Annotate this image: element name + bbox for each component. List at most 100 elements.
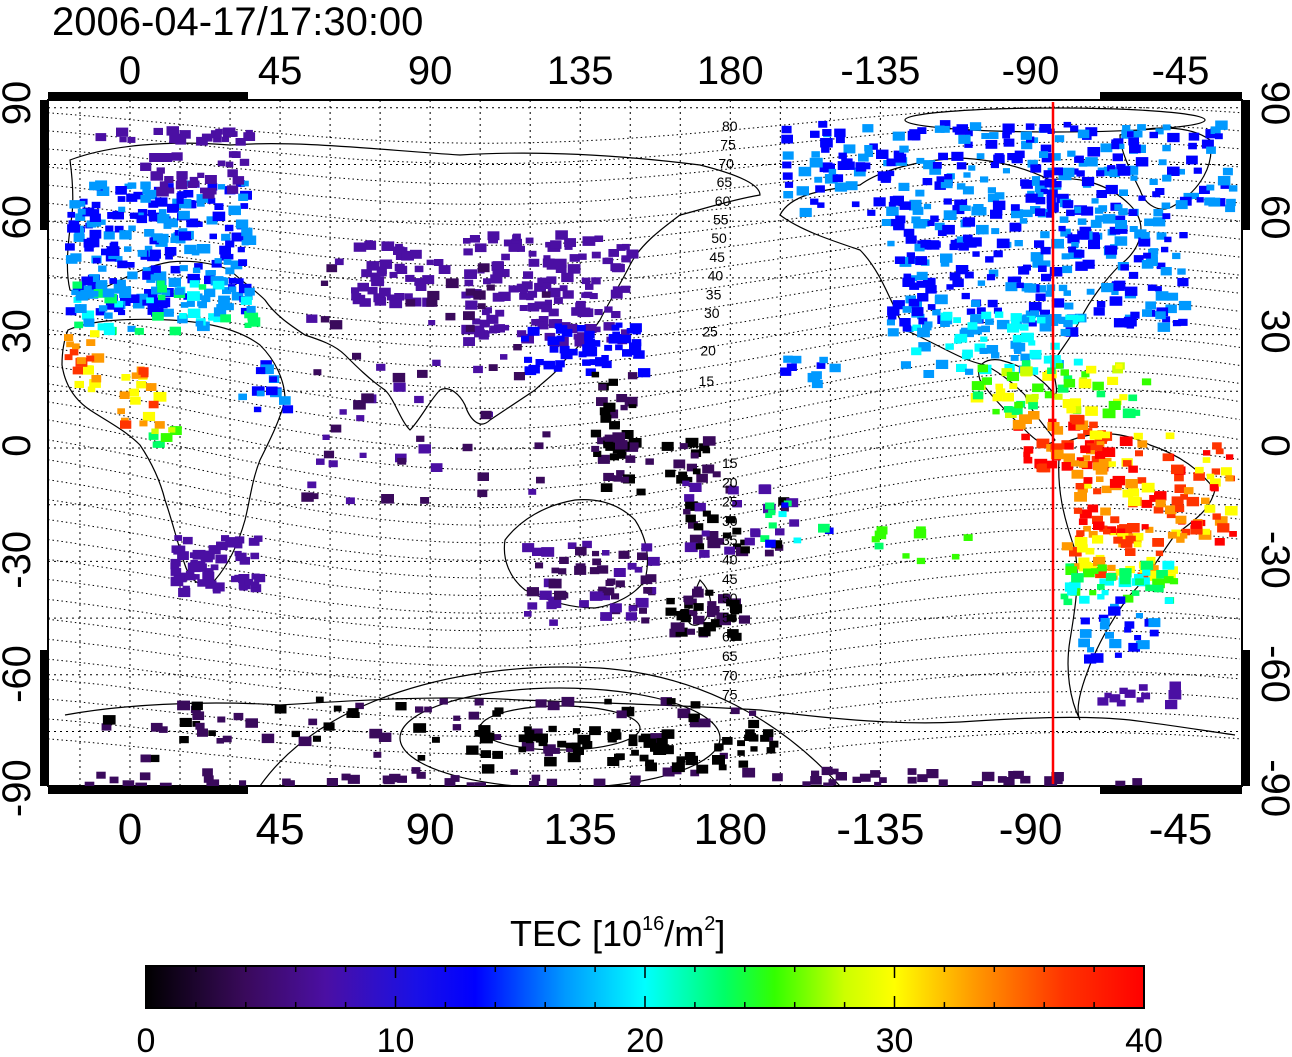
tec-patch bbox=[232, 176, 245, 185]
tec-patch bbox=[740, 539, 748, 546]
tec-patch bbox=[995, 388, 1006, 396]
tec-patch bbox=[413, 723, 427, 733]
tec-patch bbox=[971, 300, 981, 307]
tec-patch bbox=[604, 698, 612, 705]
tec-patch bbox=[526, 587, 539, 597]
tec-patch bbox=[71, 289, 79, 296]
tec-patch bbox=[386, 294, 395, 301]
tec-patch bbox=[369, 728, 383, 739]
tec-patch bbox=[615, 580, 625, 588]
tec-patch bbox=[712, 471, 721, 478]
tec-patch bbox=[1133, 255, 1144, 263]
tec-patch bbox=[766, 747, 776, 754]
tec-patch bbox=[154, 271, 167, 281]
tec-patch bbox=[495, 309, 505, 317]
tec-patch bbox=[117, 260, 128, 269]
tec-patch bbox=[196, 194, 209, 203]
tec-patch bbox=[762, 729, 774, 738]
tec-patch bbox=[1209, 478, 1221, 487]
tec-patch bbox=[899, 145, 909, 153]
tec-patch bbox=[810, 776, 822, 785]
tec-patch bbox=[781, 134, 793, 144]
tec-patch bbox=[993, 207, 1003, 214]
tec-patch bbox=[82, 207, 95, 217]
tec-patch bbox=[949, 243, 958, 251]
tec-patch bbox=[395, 254, 404, 260]
tec-patch bbox=[611, 263, 624, 273]
tec-patch bbox=[1115, 225, 1128, 234]
tec-patch bbox=[208, 270, 216, 276]
tec-patch bbox=[492, 269, 503, 277]
tec-patch bbox=[1115, 220, 1127, 229]
tec-patch bbox=[140, 162, 152, 171]
tec-patch bbox=[474, 730, 484, 737]
tec-patch bbox=[187, 308, 201, 318]
tec-patch bbox=[379, 287, 391, 297]
tec-patch bbox=[405, 274, 415, 282]
tec-patch bbox=[902, 306, 912, 313]
contour-label-north: 80 bbox=[722, 118, 738, 134]
tec-patch bbox=[719, 616, 731, 626]
colorbar-tick-label: 40 bbox=[1125, 1022, 1163, 1057]
tec-patch bbox=[151, 286, 162, 295]
tec-patch bbox=[528, 258, 540, 267]
tec-patch bbox=[838, 773, 846, 779]
tec-patch bbox=[572, 728, 581, 734]
tec-patch bbox=[834, 182, 848, 192]
tec-patch bbox=[1025, 394, 1039, 404]
tec-patch bbox=[737, 740, 745, 747]
tec-patch bbox=[925, 285, 937, 294]
tec-patch bbox=[163, 308, 174, 317]
bottom-lon-label: 135 bbox=[543, 805, 616, 854]
tec-patch bbox=[879, 777, 887, 783]
tec-patch bbox=[958, 134, 971, 144]
tec-patch bbox=[604, 344, 613, 351]
tec-patch bbox=[971, 781, 983, 786]
tec-patch bbox=[1100, 507, 1111, 516]
tec-patch bbox=[976, 307, 986, 314]
tec-patch bbox=[532, 547, 543, 556]
tec-patch bbox=[1089, 590, 1097, 596]
tec-patch bbox=[1155, 128, 1164, 135]
contour-label-south: 45 bbox=[722, 571, 738, 587]
tec-patch bbox=[742, 767, 756, 778]
tec-patch bbox=[710, 619, 722, 628]
tec-patch bbox=[981, 325, 990, 333]
contour-label-south: 35 bbox=[722, 532, 738, 548]
left-lat-label: 30 bbox=[0, 309, 39, 354]
tec-patch bbox=[737, 750, 745, 756]
tec-patch bbox=[117, 196, 126, 202]
tec-patch bbox=[414, 265, 424, 273]
tec-patch bbox=[1086, 288, 1095, 295]
tec-patch bbox=[870, 770, 881, 778]
tec-patch bbox=[765, 539, 776, 548]
tec-patch bbox=[748, 734, 759, 742]
tec-patch bbox=[781, 125, 792, 134]
tec-patch bbox=[1071, 242, 1079, 248]
tec-patch bbox=[537, 321, 549, 330]
tec-patch bbox=[822, 129, 832, 136]
tec-patch bbox=[195, 221, 203, 227]
tec-patch bbox=[582, 540, 592, 549]
tec-patch bbox=[326, 778, 338, 786]
tec-patch bbox=[1109, 639, 1122, 649]
tec-patch bbox=[750, 746, 758, 752]
tec-patch bbox=[1122, 408, 1136, 419]
tec-patch bbox=[1023, 456, 1033, 464]
tec-patch bbox=[1040, 144, 1052, 153]
tec-patch bbox=[916, 271, 928, 280]
tec-patch bbox=[167, 203, 179, 213]
tec-patch bbox=[113, 304, 124, 313]
tec-patch bbox=[605, 442, 617, 451]
tec-patch bbox=[519, 305, 528, 311]
tec-patch bbox=[1081, 371, 1090, 378]
tec-patch bbox=[886, 158, 897, 167]
tec-patch bbox=[823, 163, 835, 173]
tec-patch bbox=[632, 328, 641, 335]
tec-patch bbox=[956, 363, 967, 372]
tec-patch bbox=[87, 386, 96, 393]
tec-patch bbox=[1162, 453, 1173, 462]
tec-patch bbox=[1104, 692, 1112, 699]
tec-patch bbox=[474, 782, 486, 786]
tec-patch bbox=[685, 501, 698, 511]
